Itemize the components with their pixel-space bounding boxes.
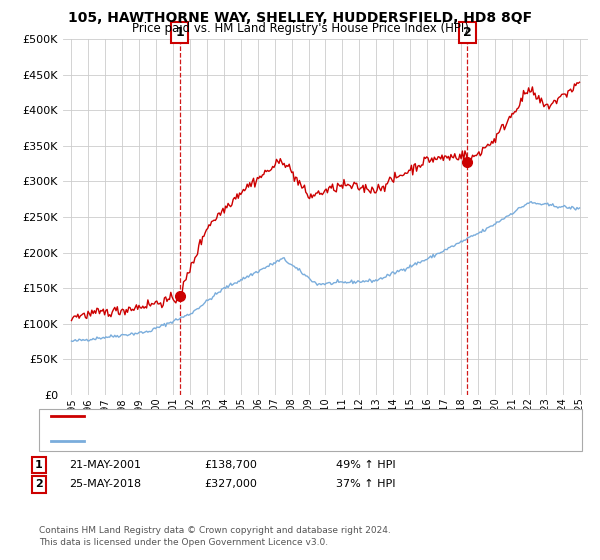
Text: 25-MAY-2018: 25-MAY-2018: [69, 479, 141, 489]
Text: £138,700: £138,700: [204, 460, 257, 470]
Text: £327,000: £327,000: [204, 479, 257, 489]
Text: 2: 2: [463, 26, 472, 39]
Text: 49% ↑ HPI: 49% ↑ HPI: [336, 460, 395, 470]
Text: 1: 1: [175, 26, 184, 39]
Text: 2: 2: [35, 479, 43, 489]
Text: 1: 1: [35, 460, 43, 470]
Text: HPI: Average price, detached house, Kirklees: HPI: Average price, detached house, Kirk…: [91, 436, 326, 446]
Text: 105, HAWTHORNE WAY, SHELLEY, HUDDERSFIELD, HD8 8QF (detached house): 105, HAWTHORNE WAY, SHELLEY, HUDDERSFIEL…: [91, 411, 498, 421]
Text: 105, HAWTHORNE WAY, SHELLEY, HUDDERSFIELD, HD8 8QF: 105, HAWTHORNE WAY, SHELLEY, HUDDERSFIEL…: [68, 11, 532, 25]
Text: Price paid vs. HM Land Registry's House Price Index (HPI): Price paid vs. HM Land Registry's House …: [131, 22, 469, 35]
Text: This data is licensed under the Open Government Licence v3.0.: This data is licensed under the Open Gov…: [39, 538, 328, 547]
Text: 37% ↑ HPI: 37% ↑ HPI: [336, 479, 395, 489]
Text: 21-MAY-2001: 21-MAY-2001: [69, 460, 141, 470]
Text: Contains HM Land Registry data © Crown copyright and database right 2024.: Contains HM Land Registry data © Crown c…: [39, 526, 391, 535]
